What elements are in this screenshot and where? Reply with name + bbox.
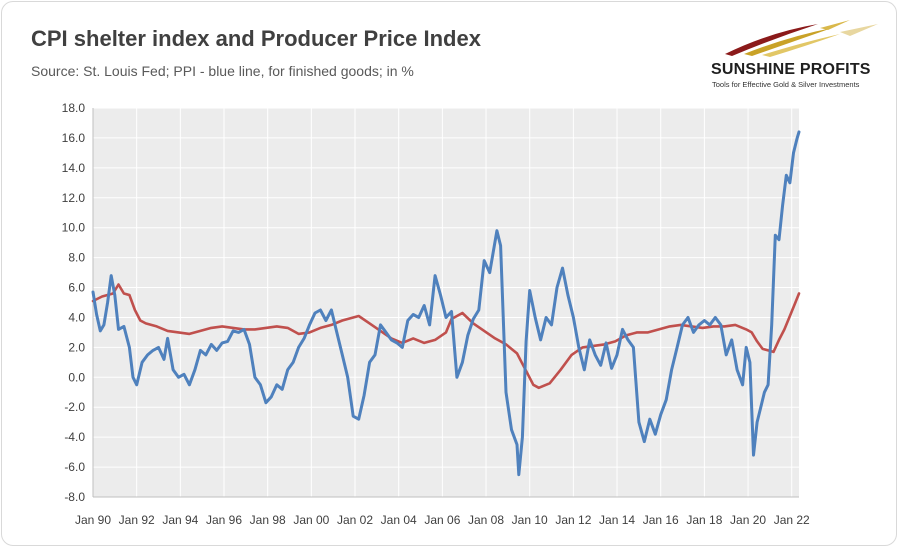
y-tick-label: 4.0 [68, 310, 85, 324]
y-tick-label: -4.0 [64, 430, 85, 444]
cpi-shelter-series-line [91, 283, 801, 390]
x-tick-label: Jan 96 [206, 513, 242, 527]
x-tick-label: Jan 16 [643, 513, 679, 527]
chart-title: CPI shelter index and Producer Price Ind… [31, 26, 481, 51]
y-tick-label: 8.0 [68, 251, 85, 265]
ppi-series-line [91, 130, 801, 477]
y-tick-label: 18.0 [62, 101, 86, 115]
y-tick-label: -8.0 [64, 490, 85, 504]
logo-tagline: Tools for Effective Gold & Silver Invest… [712, 80, 860, 89]
y-tick-label: -2.0 [64, 400, 85, 414]
x-tick-label: Jan 18 [686, 513, 722, 527]
x-tick-label: Jan 06 [424, 513, 460, 527]
x-axis-ticks: Jan 90 Jan 92 Jan 94 Jan 96 Jan 98 Jan 00 Jan … [75, 513, 810, 527]
x-tick-label: Jan 20 [730, 513, 766, 527]
logo-swoosh-icon [725, 20, 878, 57]
x-tick-label: Jan 08 [468, 513, 504, 527]
series-lines [91, 130, 801, 477]
y-tick-label: 2.0 [68, 340, 85, 354]
x-tick-label: Jan 00 [293, 513, 329, 527]
y-tick-label: 16.0 [62, 131, 86, 145]
x-tick-label: Jan 04 [381, 513, 417, 527]
x-tick-label: Jan 02 [337, 513, 373, 527]
x-tick-label: Jan 98 [250, 513, 286, 527]
y-tick-label: -6.0 [64, 460, 85, 474]
y-tick-label: 6.0 [68, 281, 85, 295]
x-tick-label: Jan 10 [512, 513, 548, 527]
sunshine-profits-logo: SUNSHINE PROFITS Tools for Effective Gol… [700, 14, 890, 92]
y-tick-label: 10.0 [62, 221, 86, 235]
plot-area [93, 108, 799, 497]
y-tick-label: 14.0 [62, 161, 86, 175]
x-tick-label: Jan 90 [75, 513, 111, 527]
y-axis-ticks: 18.0 16.0 14.0 12.0 10.0 8.0 6.0 4.0 2.0 0.0 -2.0 -… [62, 101, 86, 504]
x-tick-label: Jan 14 [599, 513, 635, 527]
logo-name: SUNSHINE PROFITS [711, 61, 871, 78]
x-tick-label: Jan 12 [555, 513, 591, 527]
x-tick-label: Jan 94 [162, 513, 198, 527]
chart-subtitle: Source: St. Louis Fed; PPI - blue line, … [31, 63, 414, 79]
x-tick-label: Jan 22 [774, 513, 810, 527]
y-tick-label: 0.0 [68, 370, 85, 384]
y-tick-label: 12.0 [62, 191, 86, 205]
x-tick-label: Jan 92 [119, 513, 155, 527]
